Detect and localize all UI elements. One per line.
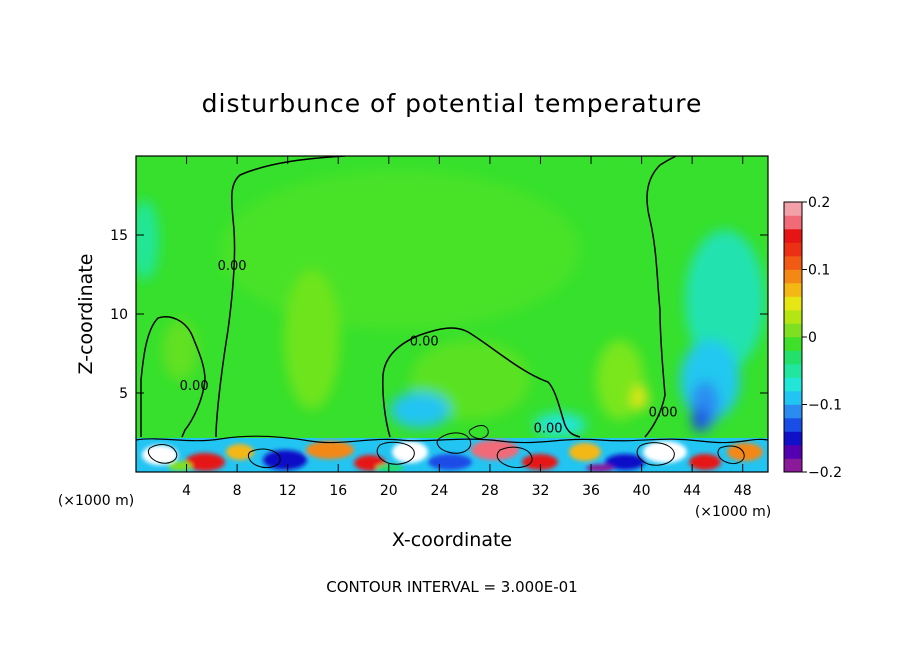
x-tick-label: 32	[532, 483, 550, 499]
zero-contours	[140, 156, 677, 438]
y-tick-label: 5	[119, 386, 128, 402]
contour-middle	[382, 327, 581, 438]
boundary-layer	[136, 425, 768, 472]
colorbar-swatch	[784, 458, 802, 473]
contour-label: 0.00	[180, 379, 209, 394]
x-tick-label: 4	[182, 483, 191, 499]
colorbar-tick-label: −0.2	[808, 465, 842, 481]
colorbar	[784, 202, 802, 473]
x-tick-label: 12	[279, 483, 297, 499]
boundary-contours	[136, 435, 768, 444]
colorbar-swatch	[784, 269, 802, 284]
colorbar-tick-label: 0	[808, 330, 817, 346]
colorbar-swatch	[784, 310, 802, 324]
y-axis-ticks: 5 10 15	[110, 228, 768, 402]
contour-labels: 0.00 0.00 0.00 0.00 0.00	[180, 259, 678, 437]
x-tick-label: 40	[633, 483, 651, 499]
colorbar-swatch	[784, 418, 802, 432]
colorbar-swatch	[784, 391, 802, 405]
colorbar-tick-label: −0.1	[808, 398, 842, 414]
colorbar-swatch	[784, 229, 802, 243]
field-blobs	[136, 170, 765, 437]
colorbar-tick-label: 0.2	[808, 195, 830, 211]
colorbar-swatch	[784, 364, 802, 378]
y-tick-label: 15	[110, 228, 128, 244]
y-tick-label: 10	[110, 307, 128, 323]
x-unit-right: (×1000 m)	[695, 504, 771, 520]
colorbar-swatch	[784, 202, 802, 216]
x-tick-label: 8	[233, 483, 242, 499]
x-tick-label: 28	[481, 483, 499, 499]
colorbar-swatch	[784, 377, 802, 392]
x-tick-label: 36	[582, 483, 600, 499]
contour-label: 0.00	[534, 422, 563, 437]
contour-label: 0.00	[410, 335, 439, 350]
contour-label: 0.00	[218, 259, 247, 274]
chart-title: disturbunce of potential temperature	[202, 89, 703, 118]
x-unit-left: (×1000 m)	[58, 493, 134, 509]
x-axis-label: X-coordinate	[392, 529, 512, 551]
x-tick-label: 44	[683, 483, 701, 499]
x-tick-label: 24	[430, 483, 448, 499]
colorbar-swatch	[784, 350, 802, 365]
colorbar-swatch	[784, 215, 802, 230]
y-axis-label: Z-coordinate	[75, 254, 97, 375]
x-tick-label: 48	[734, 483, 752, 499]
colorbar-swatch	[784, 296, 802, 311]
colorbar-swatch	[784, 404, 802, 419]
contour-main-left	[215, 156, 346, 438]
colorbar-swatch	[784, 323, 802, 338]
colorbar-tick-label: 0.1	[808, 263, 830, 279]
x-axis-ticks: 4 8 12 16 20 24 28 32 36 40 44 48	[182, 156, 752, 499]
contour-right	[644, 156, 677, 438]
colorbar-swatch	[784, 256, 802, 270]
heatmap-field: 0.00 0.00 0.00 0.00 0.00	[136, 156, 768, 472]
contour-interval-note: CONTOUR INTERVAL = 3.000E-01	[326, 578, 577, 596]
contour-left	[140, 316, 206, 438]
colorbar-swatch	[784, 431, 802, 446]
x-tick-label: 20	[380, 483, 398, 499]
colorbar-ticks: 0.2 0.1 0 −0.1 −0.2	[802, 195, 842, 481]
colorbar-swatch	[784, 337, 802, 351]
contour-label: 0.00	[649, 406, 678, 421]
colorbar-swatch	[784, 445, 802, 459]
colorbar-swatch	[784, 283, 802, 297]
x-tick-label: 16	[329, 483, 347, 499]
colorbar-swatch	[784, 242, 802, 257]
